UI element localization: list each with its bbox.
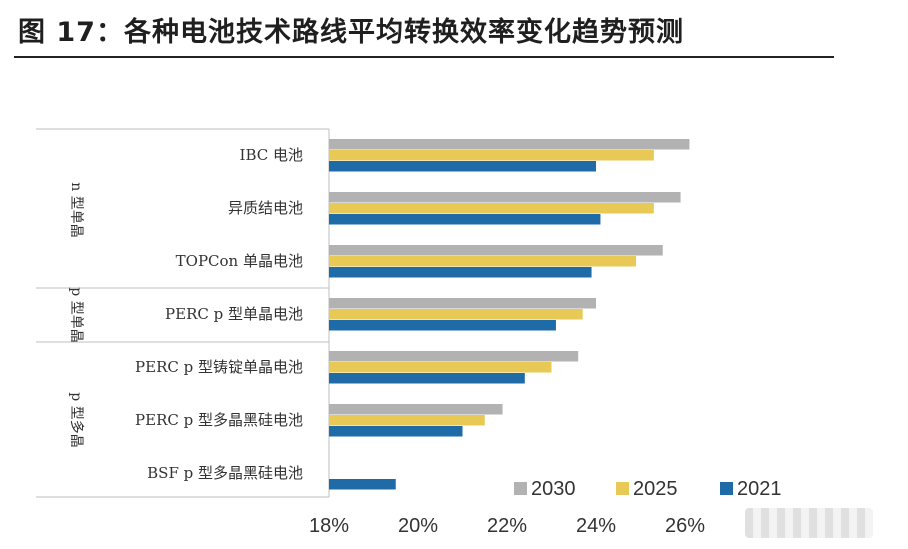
- group-label: p 型单晶: [68, 287, 84, 342]
- bar-2030: [329, 298, 596, 309]
- bar-2025: [329, 150, 654, 161]
- bar-2025: [329, 309, 583, 320]
- bar-2021: [329, 320, 556, 331]
- title-underline: [14, 56, 834, 58]
- category-label: BSF p 型多晶黑硅电池: [147, 464, 303, 482]
- group-label: n 型单晶: [68, 182, 84, 237]
- group-label: p 型多晶: [68, 392, 85, 447]
- category-label: PERC p 型多晶黑硅电池: [135, 411, 303, 429]
- bar-2025: [329, 362, 552, 373]
- watermark-blur: [745, 508, 873, 538]
- bar-2025: [329, 256, 637, 267]
- bar-2021: [329, 214, 601, 225]
- category-label: PERC p 型铸锭单晶电池: [135, 358, 303, 376]
- x-tick-label: 20%: [398, 515, 438, 537]
- category-label: IBC 电池: [240, 146, 303, 164]
- category-label: 异质结电池: [228, 199, 303, 217]
- x-tick-label: 26%: [665, 515, 705, 537]
- legend-label: 2021: [737, 478, 782, 500]
- legend-label: 2030: [531, 478, 576, 500]
- x-tick-label: 22%: [487, 515, 527, 537]
- figure-title: 图 17：各种电池技术路线平均转换效率变化趋势预测: [18, 17, 684, 48]
- bar-2025: [329, 203, 654, 214]
- bar-2030: [329, 245, 663, 256]
- bar-2021: [329, 267, 592, 278]
- category-label: TOPCon 单晶电池: [176, 252, 303, 270]
- category-label: PERC p 型单晶电池: [165, 305, 303, 323]
- bar-2021: [329, 426, 463, 437]
- legend-swatch: [514, 482, 527, 495]
- legend-swatch: [720, 482, 733, 495]
- bar-2021: [329, 373, 525, 384]
- bar-2030: [329, 139, 690, 150]
- legend-label: 2025: [633, 478, 678, 500]
- bar-2025: [329, 415, 485, 426]
- bar-2021: [329, 479, 396, 490]
- legend-swatch: [616, 482, 629, 495]
- bar-2021: [329, 161, 596, 172]
- bar-2030: [329, 404, 503, 415]
- x-tick-label: 24%: [576, 515, 616, 537]
- bar-2030: [329, 351, 579, 362]
- bar-2030: [329, 192, 681, 203]
- x-tick-label: 18%: [309, 515, 349, 537]
